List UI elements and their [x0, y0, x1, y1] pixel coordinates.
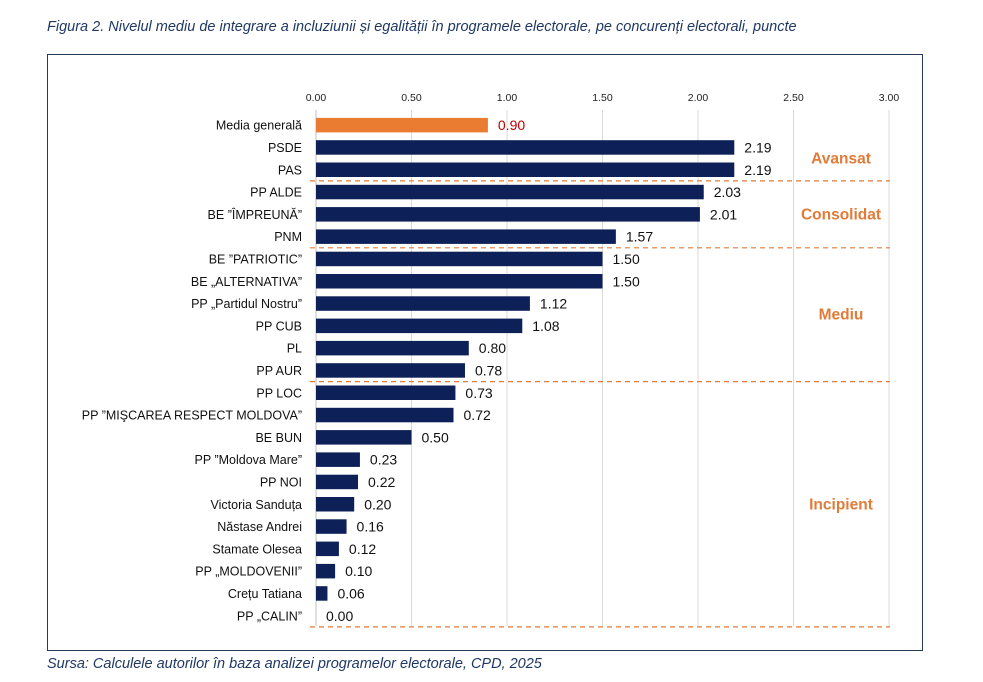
- category-label: PP „Partidul Nostru”: [191, 297, 302, 311]
- data-label: 2.03: [714, 184, 741, 200]
- category-label: PP „MOLDOVENII”: [195, 565, 302, 579]
- category-label: BE „ALTERNATIVA”: [191, 275, 302, 289]
- group-label: Avansat: [811, 151, 871, 168]
- source-note: Sursa: Calculele autorilor în baza anali…: [47, 656, 542, 672]
- category-label: PSDE: [268, 141, 302, 155]
- category-label: PL: [287, 342, 302, 356]
- bar: [316, 162, 735, 177]
- bar: [316, 363, 465, 378]
- chart-frame: [47, 54, 923, 651]
- category-label: PNM: [274, 230, 302, 244]
- bar: [316, 340, 469, 356]
- data-label: 0.90: [498, 117, 525, 133]
- bar: [316, 563, 336, 579]
- category-label: PP ”Moldova Mare”: [195, 453, 302, 467]
- data-label: 1.12: [540, 296, 567, 312]
- data-label: 0.20: [364, 496, 391, 512]
- category-label: BE ”PATRIOTIC”: [209, 252, 302, 266]
- data-label: 0.72: [464, 407, 491, 423]
- category-label: Crețu Tatiana: [228, 587, 302, 601]
- data-label: 0.00: [326, 608, 353, 624]
- category-label: PP NOI: [260, 475, 302, 489]
- group-label: Consolidat: [801, 206, 881, 223]
- category-label: PP CUB: [256, 319, 302, 333]
- data-label: 0.16: [357, 519, 384, 535]
- data-label: 0.80: [479, 340, 506, 356]
- category-label: PP ALDE: [250, 186, 302, 200]
- bar: [316, 541, 339, 557]
- x-tick-label: 1.50: [592, 92, 613, 104]
- category-label: Media generală: [216, 119, 302, 133]
- category-label: Stamate Olesea: [212, 542, 302, 556]
- bar: [316, 207, 700, 222]
- data-label: 0.50: [422, 429, 449, 445]
- category-label: PP ”MIŞCAREA RESPECT MOLDOVA”: [82, 409, 302, 423]
- group-label: Mediu: [819, 307, 864, 324]
- x-tick-label: 0.00: [306, 92, 327, 104]
- bar: [316, 519, 347, 534]
- data-label: 0.22: [368, 474, 395, 490]
- category-label: Victoria Sanduța: [211, 498, 303, 512]
- data-label: 0.73: [465, 385, 492, 401]
- data-label: 1.50: [613, 273, 640, 289]
- bar: [316, 296, 530, 311]
- data-label: 0.06: [337, 585, 364, 601]
- data-label: 0.12: [349, 541, 376, 557]
- bar: [316, 229, 616, 244]
- data-label: 0.23: [370, 452, 397, 468]
- bar: [316, 385, 456, 400]
- bar: [316, 184, 704, 200]
- bar: [316, 497, 355, 512]
- category-label: Năstase Andrei: [217, 520, 302, 534]
- data-label: 0.78: [475, 362, 502, 378]
- data-label: 0.10: [345, 563, 372, 579]
- category-label: PP LOC: [256, 386, 302, 400]
- x-tick-label: 2.00: [688, 92, 709, 104]
- data-label: 1.57: [626, 229, 653, 245]
- bar: [316, 407, 454, 423]
- bar: [316, 251, 603, 267]
- category-label: BE BUN: [255, 431, 302, 445]
- data-label: 2.01: [710, 206, 737, 222]
- x-tick-label: 2.50: [783, 92, 804, 104]
- data-label: 1.08: [532, 318, 559, 334]
- category-label: PAS: [278, 163, 302, 177]
- bar: [316, 586, 328, 601]
- bar: [316, 318, 523, 334]
- data-label: 2.19: [744, 162, 771, 178]
- bar-highlight: [316, 117, 488, 133]
- bar: [316, 452, 360, 467]
- group-label: Incipient: [809, 496, 873, 513]
- bar: [316, 430, 412, 445]
- category-label: PP AUR: [256, 364, 302, 378]
- category-label: BE ”ÎMPREUNĂ”: [208, 207, 302, 222]
- data-label: 2.19: [744, 139, 771, 155]
- data-label: 1.50: [613, 251, 640, 267]
- bar: [316, 140, 735, 155]
- figure-caption: Figura 2. Nivelul mediu de integrare a i…: [47, 19, 797, 35]
- bar: [316, 474, 359, 490]
- x-tick-label: 1.00: [497, 92, 518, 104]
- x-tick-label: 3.00: [879, 92, 900, 104]
- bar: [316, 274, 603, 289]
- category-label: PP „CALIN”: [237, 609, 302, 623]
- x-tick-label: 0.50: [401, 92, 422, 104]
